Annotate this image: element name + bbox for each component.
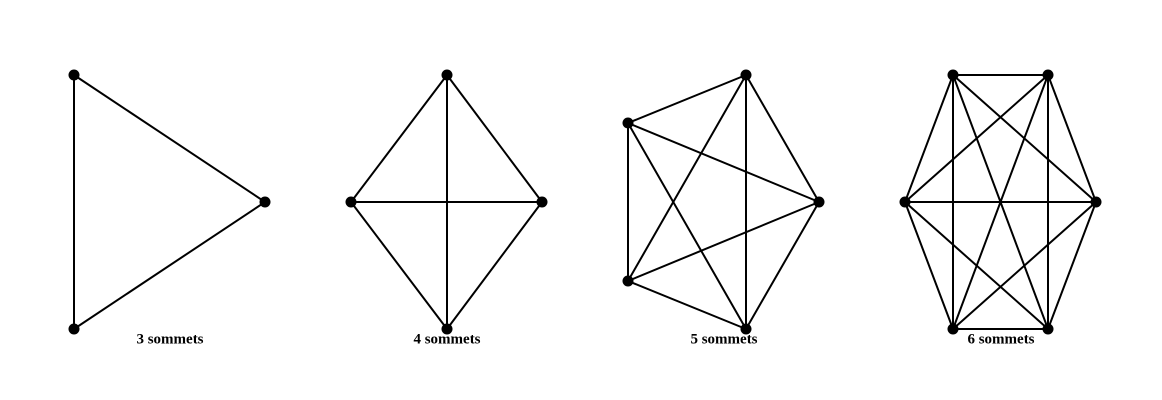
edge-k5-1-3 <box>627 201 820 282</box>
vertex-k6-4 <box>947 323 959 335</box>
edge-k5-2-3 <box>627 280 747 330</box>
graph-label-k4: 4 sommets <box>413 331 480 347</box>
graph-label-k6: 6 sommets <box>967 331 1034 347</box>
edge-k3-1-2 <box>73 201 266 330</box>
edge-k4-2-3 <box>350 201 448 330</box>
graph-k5: 5 sommets <box>622 69 825 347</box>
edge-k4-0-3 <box>350 74 448 203</box>
vertex-k6-1 <box>1042 69 1054 81</box>
edge-k5-0-1 <box>745 74 820 203</box>
edge-k5-2-4 <box>627 122 747 330</box>
vertex-k4-0 <box>441 69 453 81</box>
vertex-k6-2 <box>1090 196 1102 208</box>
vertex-k6-0 <box>947 69 959 81</box>
edge-k6-4-5 <box>904 201 954 330</box>
vertex-k5-4 <box>622 117 634 129</box>
edge-k6-2-4 <box>952 201 1097 330</box>
edge-k6-1-5 <box>904 74 1049 203</box>
vertex-k5-3 <box>622 275 634 287</box>
graph-label-k5: 5 sommets <box>690 331 757 347</box>
vertex-k3-2 <box>68 323 80 335</box>
vertex-k3-1 <box>259 196 271 208</box>
edge-k6-2-3 <box>1047 201 1097 330</box>
vertex-k4-2 <box>441 323 453 335</box>
vertex-k5-2 <box>740 323 752 335</box>
edge-k6-0-5 <box>904 74 954 203</box>
edge-k4-1-2 <box>446 201 543 330</box>
edge-k4-0-1 <box>446 74 543 203</box>
vertex-k6-5 <box>899 196 911 208</box>
edge-k6-1-2 <box>1047 74 1097 203</box>
edge-k5-1-4 <box>627 122 820 203</box>
vertex-k5-0 <box>740 69 752 81</box>
edge-k3-0-1 <box>73 74 266 203</box>
edge-k5-1-2 <box>745 201 820 330</box>
graph-k6: 6 sommets <box>899 69 1102 347</box>
graph-k3: 3 sommets <box>68 69 271 347</box>
edge-k6-3-5 <box>904 201 1049 330</box>
graph-k4: 4 sommets <box>345 69 548 347</box>
edge-k5-0-3 <box>627 74 747 282</box>
graph-label-k3: 3 sommets <box>136 331 203 347</box>
vertex-k4-1 <box>536 196 548 208</box>
vertex-k4-3 <box>345 196 357 208</box>
vertex-k5-1 <box>813 196 825 208</box>
edge-k5-0-4 <box>627 74 747 124</box>
vertex-k6-3 <box>1042 323 1054 335</box>
vertex-k3-0 <box>68 69 80 81</box>
